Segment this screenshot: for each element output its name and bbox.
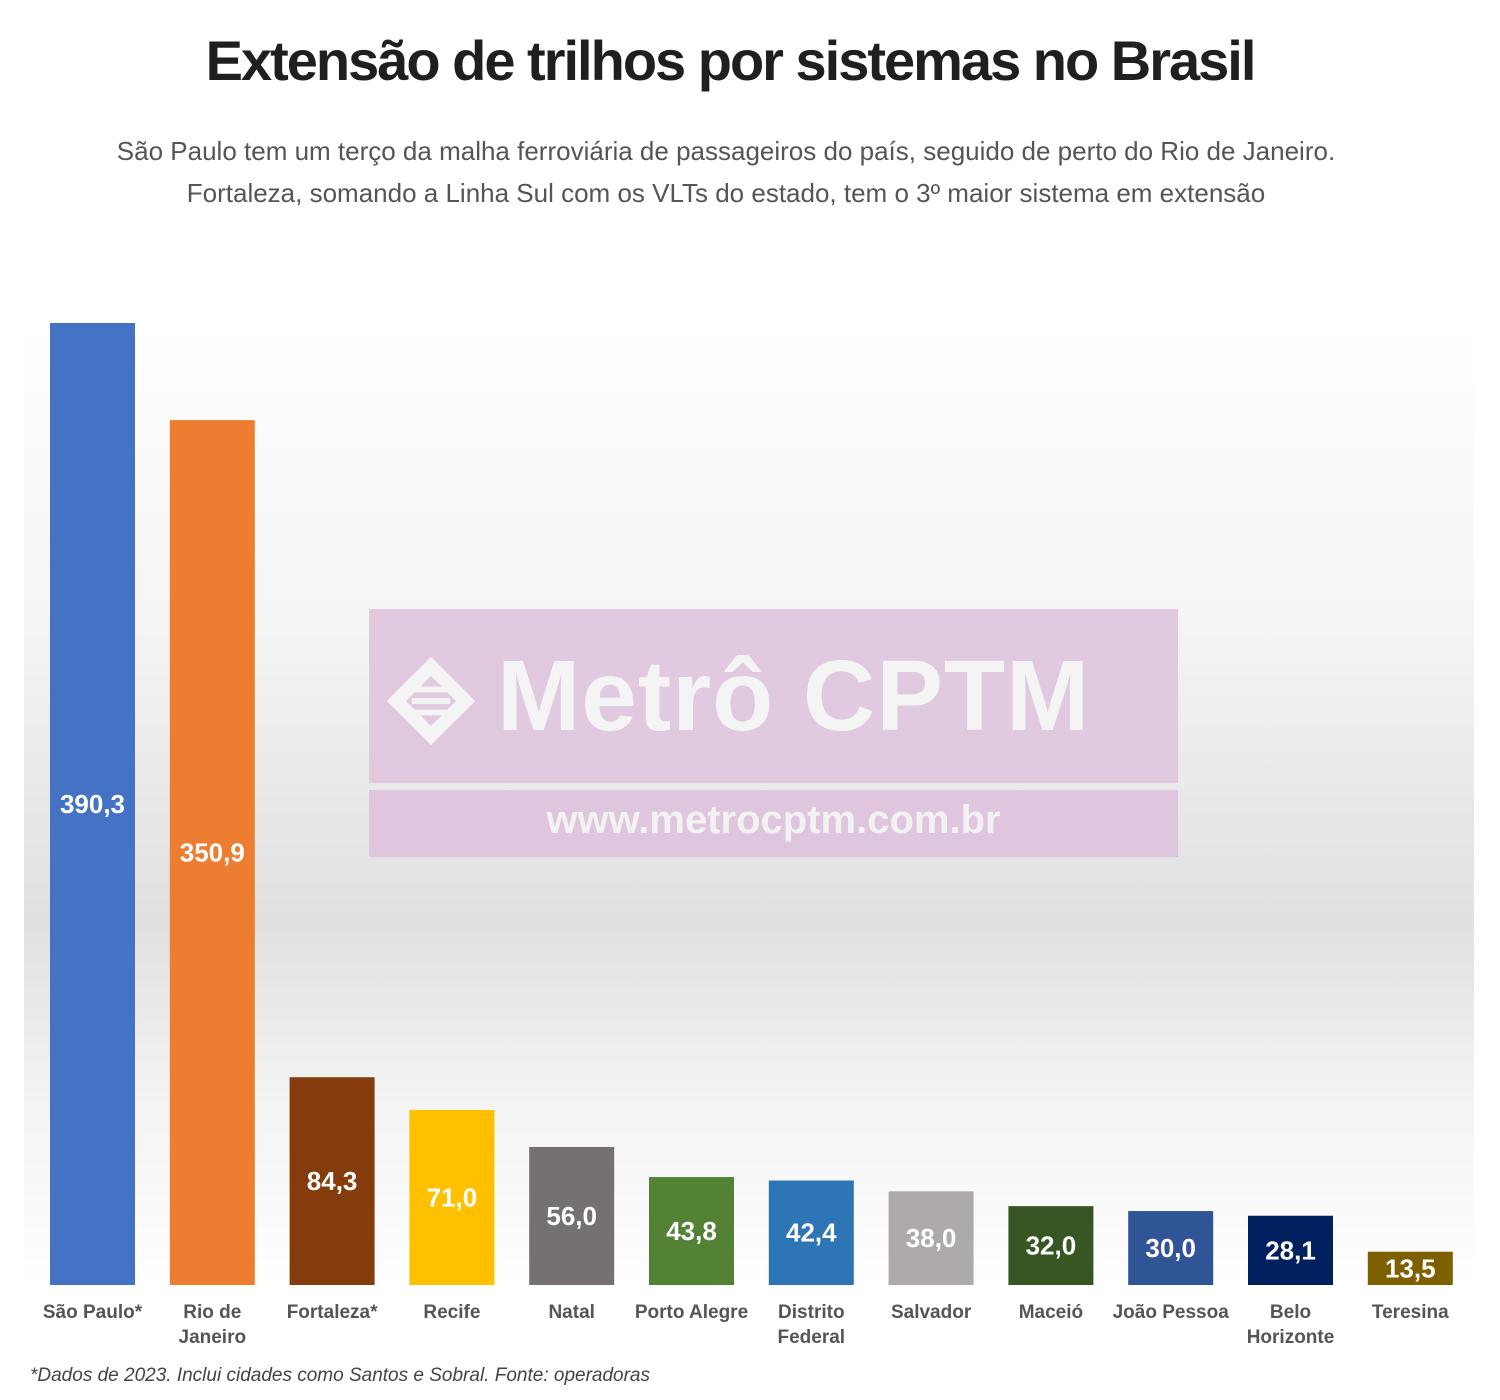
category-label-3: Recife <box>423 1302 480 1323</box>
bar-4 <box>529 1146 615 1285</box>
bar-0 <box>50 323 135 1285</box>
bar-8 <box>1008 1206 1094 1285</box>
category-label-7: Salvador <box>891 1302 972 1323</box>
bar-6 <box>768 1180 854 1285</box>
category-label-line: Rio de <box>183 1302 241 1323</box>
chart-title: Extensão de trilhos por sistemas no Bras… <box>205 29 1257 92</box>
bar-11 <box>1367 1251 1453 1285</box>
bar-1 <box>169 420 255 1286</box>
category-label-line: Federal <box>778 1327 846 1348</box>
value-label-11: 13,5 <box>1385 1253 1436 1283</box>
subtitle-line-1: São Paulo tem um terço da malha ferroviá… <box>116 136 1336 166</box>
subtitle-line-2: Fortaleza, somando a Linha Sul com os VL… <box>186 178 1266 208</box>
category-label-0: São Paulo* <box>43 1302 143 1323</box>
category-label-line: Belo <box>1270 1302 1311 1323</box>
category-label-line: Horizonte <box>1247 1327 1335 1348</box>
value-label-5: 43,8 <box>666 1216 717 1246</box>
category-label-line: São Paulo* <box>43 1302 143 1323</box>
value-label-10: 28,1 <box>1265 1235 1316 1265</box>
bar-5 <box>649 1177 734 1285</box>
category-label-line: Janeiro <box>179 1327 247 1348</box>
category-label-5: Porto Alegre <box>635 1302 748 1323</box>
category-label-line: Distrito <box>778 1302 845 1323</box>
bar-2 <box>289 1077 375 1285</box>
bar-3 <box>409 1110 495 1285</box>
value-label-2: 84,3 <box>307 1166 358 1196</box>
bar-7 <box>888 1191 974 1285</box>
value-label-9: 30,0 <box>1145 1233 1196 1263</box>
value-label-8: 32,0 <box>1026 1231 1077 1261</box>
category-label-line: Salvador <box>891 1302 972 1323</box>
bar-9 <box>1128 1211 1214 1285</box>
footnote: *Dados de 2023. Inclui cidades como Sant… <box>30 1365 650 1386</box>
chart-subtitle: São Paulo tem um terço da malha ferroviá… <box>0 130 1452 214</box>
category-label-2: Fortaleza* <box>287 1302 378 1323</box>
category-label-line: Teresina <box>1372 1302 1449 1323</box>
category-label-6: Distrito Federal <box>778 1302 846 1348</box>
category-label-1: Rio de Janeiro <box>179 1302 247 1348</box>
category-label-line: Natal <box>548 1302 594 1323</box>
value-label-4: 56,0 <box>546 1201 597 1231</box>
category-label-4: Natal <box>548 1302 594 1323</box>
bar-10 <box>1248 1215 1333 1285</box>
value-label-6: 42,4 <box>786 1218 837 1248</box>
category-label-line: Maceió <box>1019 1302 1083 1323</box>
category-label-8: Maceió <box>1019 1302 1083 1323</box>
category-label-11: Teresina <box>1372 1302 1449 1323</box>
value-label-0: 390,3 <box>60 789 125 819</box>
value-label-1: 350,9 <box>180 838 245 868</box>
category-label-line: João Pessoa <box>1113 1302 1230 1323</box>
category-label-line: Recife <box>423 1302 480 1323</box>
value-label-7: 38,0 <box>906 1223 957 1253</box>
category-label-10: Belo Horizonte <box>1247 1302 1335 1348</box>
category-label-line: Fortaleza* <box>287 1302 378 1323</box>
value-label-3: 71,0 <box>427 1183 478 1213</box>
category-label-line: Porto Alegre <box>635 1302 748 1323</box>
category-label-9: João Pessoa <box>1113 1302 1230 1323</box>
